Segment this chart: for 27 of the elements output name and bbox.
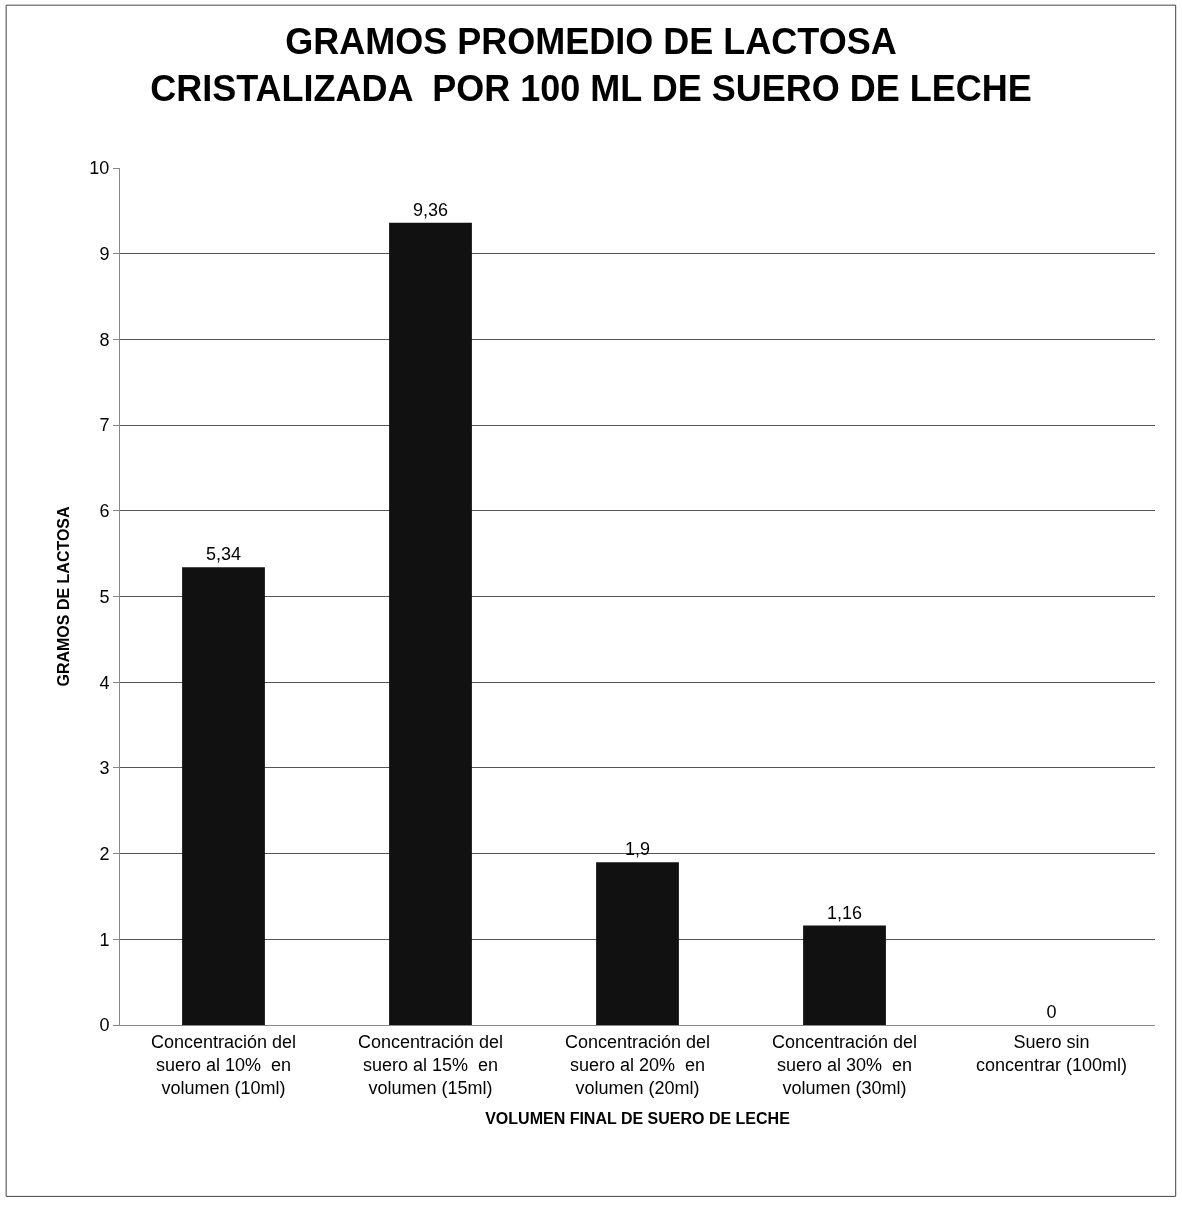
x-tick-label: Concentración del suero al 30% en volumen (30ml) bbox=[771, 1031, 918, 1099]
x-axis-title: VOLUMEN FINAL DE SUERO DE LECHE bbox=[485, 1110, 791, 1128]
y-tick-label: 2 bbox=[99, 843, 110, 864]
y-axis-title: GRAMOS DE LACTOSA bbox=[55, 505, 73, 687]
y-tick-label: 3 bbox=[99, 758, 110, 779]
bar bbox=[389, 222, 472, 1025]
data-label: 1,16 bbox=[826, 902, 863, 923]
y-tick-label: 6 bbox=[99, 501, 110, 522]
y-tick-label: 9 bbox=[99, 244, 110, 264]
x-tick-label: Suero sin concentrar (100ml) bbox=[975, 1031, 1128, 1075]
chart-title: GRAMOS PROMEDIO DE LACTOSA CRISTALIZADA POR 100 ML DE SUERO DE LECHE bbox=[150, 21, 1032, 110]
bar bbox=[596, 862, 679, 1025]
y-tick-label: 7 bbox=[99, 415, 110, 436]
data-label: 0 bbox=[1046, 1002, 1057, 1022]
bar bbox=[182, 567, 265, 1025]
x-tick-label: Concentración del suero al 15% en volumen (15ml) bbox=[357, 1031, 504, 1099]
y-tick-label: 0 bbox=[99, 1015, 110, 1036]
data-label: 9,36 bbox=[412, 199, 449, 220]
bar bbox=[803, 925, 886, 1025]
data-label: 5,34 bbox=[205, 544, 242, 565]
x-tick-label: Concentración del suero al 10% en volumen (10ml) bbox=[150, 1031, 297, 1099]
y-tick-label: 1 bbox=[99, 929, 110, 950]
y-tick-label: 10 bbox=[89, 158, 110, 179]
x-tick-label: Concentración del suero al 20% en volumen (20ml) bbox=[564, 1031, 711, 1099]
y-tick-label: 8 bbox=[99, 329, 110, 350]
y-tick-label: 5 bbox=[99, 586, 110, 607]
y-tick-label: 4 bbox=[99, 672, 110, 693]
